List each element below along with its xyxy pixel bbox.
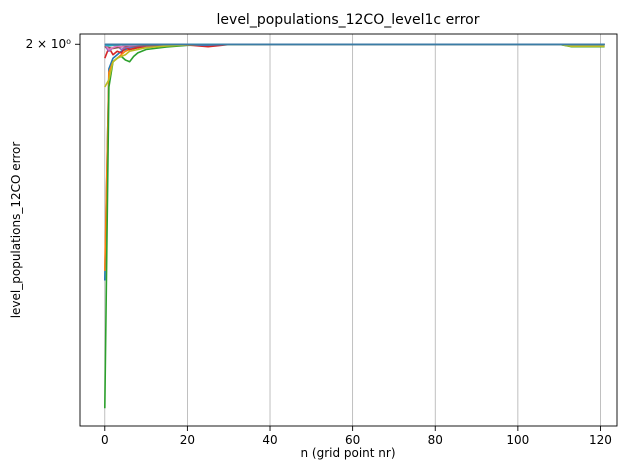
y-tick-label: 2 × 10⁰ bbox=[26, 37, 72, 51]
x-tick-label: 120 bbox=[589, 433, 612, 447]
plot-frame bbox=[79, 33, 618, 427]
x-tick-label: 0 bbox=[101, 433, 109, 447]
x-tick-label: 20 bbox=[180, 433, 195, 447]
x-tick-label: 40 bbox=[262, 433, 277, 447]
y-axis-label: level_populations_12CO error bbox=[9, 142, 23, 319]
x-axis-ticks: 0 20 40 60 80 100 120 bbox=[101, 426, 612, 447]
x-tick-label: 100 bbox=[506, 433, 529, 447]
x-axis-label: n (grid point nr) bbox=[300, 446, 395, 460]
x-tick-label: 60 bbox=[345, 433, 360, 447]
series-lines bbox=[104, 43, 605, 409]
x-gridlines bbox=[104, 34, 601, 426]
chart-title: level_populations_12CO_level1c error bbox=[217, 12, 480, 28]
x-tick-label: 80 bbox=[428, 433, 443, 447]
y-axis-ticks: 2 × 10⁰ bbox=[26, 37, 80, 51]
